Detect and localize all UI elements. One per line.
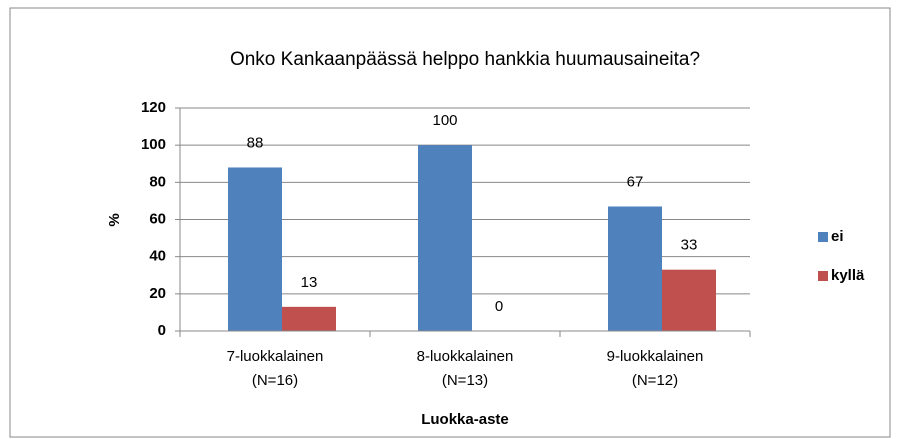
y-tick-label: 40	[149, 248, 166, 265]
legend-swatch	[818, 271, 828, 281]
bar	[282, 306, 336, 331]
legend-swatch	[818, 232, 828, 242]
data-label: 100	[432, 112, 457, 129]
bar	[662, 269, 716, 331]
y-tick-label: 0	[158, 322, 166, 339]
bar	[608, 206, 662, 331]
y-tick-label: 80	[149, 173, 166, 190]
x-tick-label: 9-luokkalainen	[607, 348, 704, 365]
data-label: 13	[301, 274, 318, 291]
y-tick-label: 20	[149, 285, 166, 302]
data-label: 67	[627, 173, 644, 190]
bar	[418, 145, 472, 331]
y-tick-label: 120	[141, 99, 166, 116]
data-label: 33	[681, 237, 698, 254]
data-label: 88	[247, 134, 264, 151]
x-tick-label: 8-luokkalainen	[417, 348, 514, 365]
x-tick-label: (N=16)	[252, 372, 298, 389]
y-tick-label: 100	[141, 136, 166, 153]
y-axis-label: %	[106, 213, 123, 226]
data-label: 0	[495, 298, 503, 315]
chart-title: Onko Kankaanpäässä helppo hankkia huumau…	[230, 49, 700, 70]
y-tick-label: 60	[149, 210, 166, 227]
x-axis-label: Luokka-aste	[421, 411, 509, 428]
x-tick-label: 7-luokkalainen	[227, 348, 324, 365]
legend-label: kyllä	[831, 267, 865, 284]
x-tick-label: (N=13)	[442, 372, 488, 389]
legend-label: ei	[831, 228, 844, 245]
bar	[228, 167, 282, 331]
x-tick-label: (N=12)	[632, 372, 678, 389]
